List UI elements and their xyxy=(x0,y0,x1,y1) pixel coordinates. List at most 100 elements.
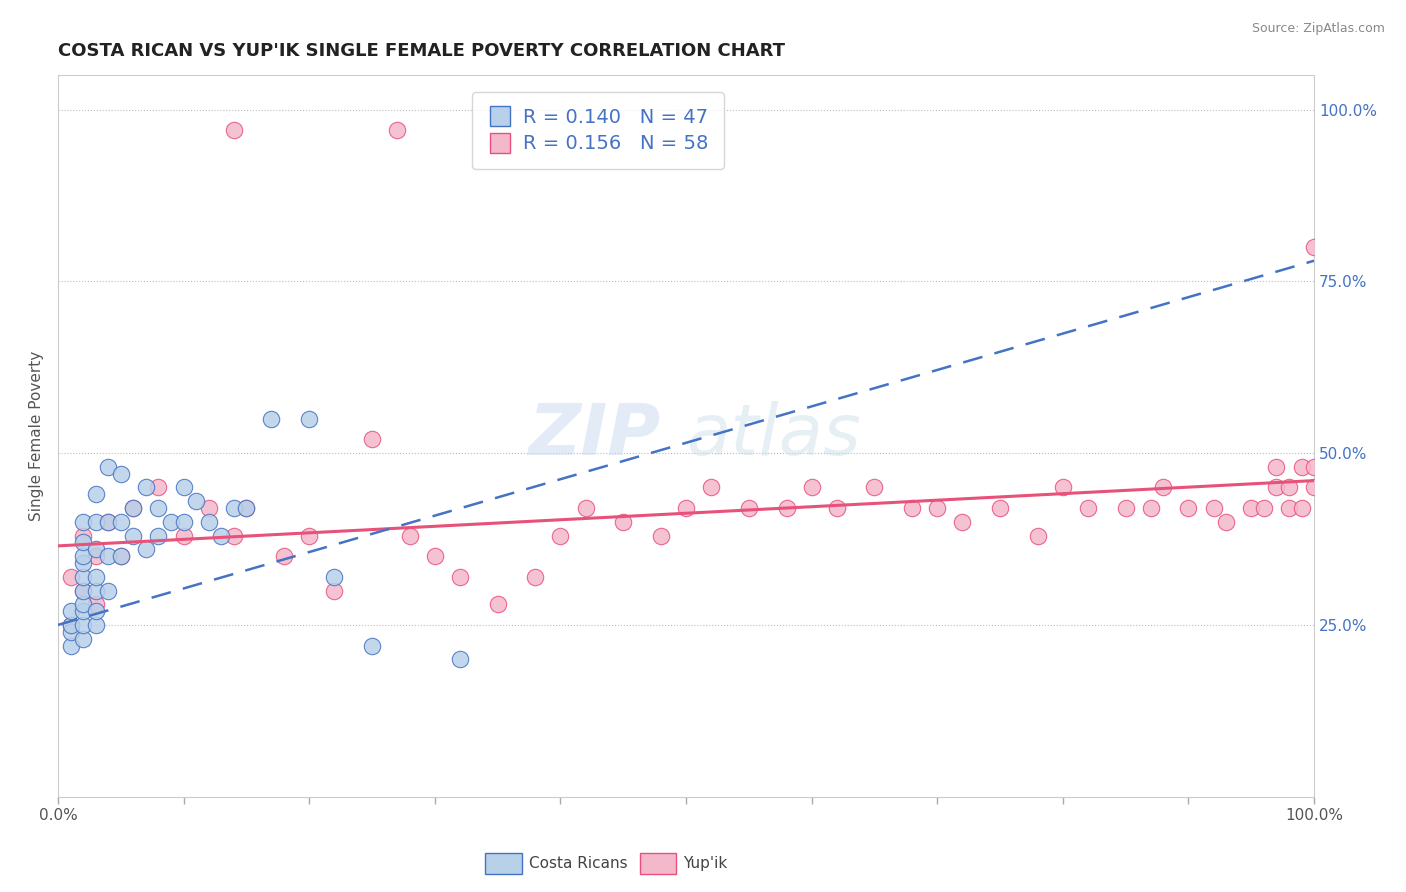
Point xyxy=(385,123,408,137)
Text: Source: ZipAtlas.com: Source: ZipAtlas.com xyxy=(1251,22,1385,36)
Point xyxy=(72,535,94,549)
Point xyxy=(222,528,245,542)
Point xyxy=(72,515,94,529)
Point xyxy=(160,515,183,529)
Point xyxy=(197,515,219,529)
Text: COSTA RICAN VS YUP'IK SINGLE FEMALE POVERTY CORRELATION CHART: COSTA RICAN VS YUP'IK SINGLE FEMALE POVE… xyxy=(58,42,785,60)
Point xyxy=(72,583,94,598)
Point xyxy=(1303,459,1326,474)
Point xyxy=(122,501,145,516)
Point xyxy=(173,480,195,494)
Point xyxy=(1303,480,1326,494)
Point xyxy=(1291,459,1313,474)
Point xyxy=(298,528,321,542)
Point xyxy=(950,515,973,529)
Point xyxy=(184,494,207,508)
Point xyxy=(1240,501,1263,516)
Point xyxy=(235,501,257,516)
Point xyxy=(550,528,572,542)
Point xyxy=(260,411,283,425)
Point xyxy=(738,501,761,516)
Point xyxy=(1291,501,1313,516)
Point xyxy=(1115,501,1137,516)
Point xyxy=(72,570,94,584)
Point xyxy=(72,632,94,646)
Point xyxy=(84,515,107,529)
Point xyxy=(1265,480,1288,494)
Point xyxy=(449,652,471,666)
Point xyxy=(84,570,107,584)
Point xyxy=(148,480,170,494)
Point xyxy=(122,528,145,542)
Point xyxy=(1152,480,1174,494)
Point xyxy=(1253,501,1275,516)
Point xyxy=(1265,459,1288,474)
Point xyxy=(825,501,848,516)
Text: ZIP: ZIP xyxy=(529,401,661,470)
Point xyxy=(84,583,107,598)
Point xyxy=(1077,501,1099,516)
Point xyxy=(59,639,82,653)
Point xyxy=(775,501,797,516)
Text: atlas: atlas xyxy=(686,401,860,470)
Point xyxy=(84,618,107,632)
Point xyxy=(97,583,120,598)
Legend: R = 0.140   N = 47, R = 0.156   N = 58: R = 0.140 N = 47, R = 0.156 N = 58 xyxy=(472,92,724,169)
Point xyxy=(173,528,195,542)
Point xyxy=(1026,528,1049,542)
Point xyxy=(72,604,94,618)
Point xyxy=(173,515,195,529)
Point xyxy=(84,487,107,501)
Point xyxy=(110,549,132,564)
Point xyxy=(97,515,120,529)
Point xyxy=(1215,515,1237,529)
Point xyxy=(988,501,1011,516)
Point xyxy=(97,549,120,564)
Point xyxy=(197,501,219,516)
Point xyxy=(97,459,120,474)
Point xyxy=(1139,501,1161,516)
Point xyxy=(222,123,245,137)
Point xyxy=(148,528,170,542)
Point xyxy=(1278,501,1301,516)
Point xyxy=(323,570,346,584)
Point xyxy=(110,467,132,481)
Point xyxy=(1202,501,1225,516)
Point xyxy=(59,570,82,584)
Point xyxy=(148,501,170,516)
Point xyxy=(273,549,295,564)
Point xyxy=(72,583,94,598)
Y-axis label: Single Female Poverty: Single Female Poverty xyxy=(30,351,44,521)
Point xyxy=(84,604,107,618)
Point xyxy=(135,480,157,494)
Point xyxy=(700,480,723,494)
Point xyxy=(650,528,672,542)
Point xyxy=(1278,480,1301,494)
Point xyxy=(1052,480,1074,494)
Point xyxy=(361,639,384,653)
Text: Costa Ricans: Costa Ricans xyxy=(529,856,627,871)
Point xyxy=(675,501,697,516)
Point xyxy=(72,556,94,570)
Point xyxy=(110,549,132,564)
Point xyxy=(72,549,94,564)
Point xyxy=(423,549,446,564)
Point xyxy=(84,542,107,557)
Point xyxy=(927,501,949,516)
Point xyxy=(449,570,471,584)
Point xyxy=(398,528,420,542)
Point xyxy=(486,597,509,611)
Point xyxy=(323,583,346,598)
Point xyxy=(72,597,94,611)
Point xyxy=(59,624,82,639)
Point xyxy=(72,528,94,542)
Text: Yup'ik: Yup'ik xyxy=(683,856,727,871)
Point xyxy=(97,515,120,529)
Point xyxy=(222,501,245,516)
Point xyxy=(59,618,82,632)
Point xyxy=(59,618,82,632)
Point xyxy=(800,480,823,494)
Point xyxy=(110,515,132,529)
Point xyxy=(863,480,886,494)
Point xyxy=(1303,240,1326,254)
